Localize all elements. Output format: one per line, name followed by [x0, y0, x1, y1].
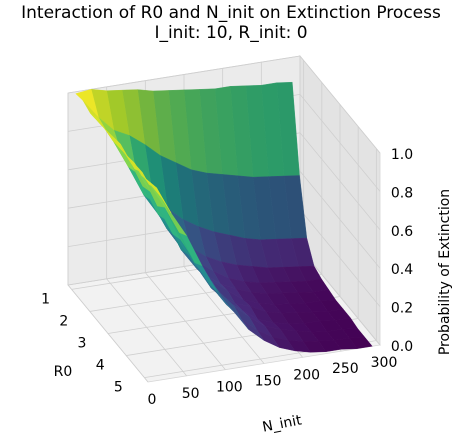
y-tick-label: 3	[78, 336, 87, 352]
surface-patch	[148, 181, 172, 214]
y-tick-label: 5	[114, 380, 123, 396]
z-tick-label: 1.0	[391, 147, 413, 163]
z-grid-line	[67, 55, 381, 154]
z-tick-label: 0.8	[391, 185, 413, 201]
z-tick-label: 0.2	[391, 301, 413, 317]
x-tick-label: 50	[182, 386, 200, 402]
chart-title: Interaction of R0 and N_init on Extincti…	[21, 3, 441, 23]
x-axis-label: N_init	[261, 412, 303, 435]
chart-subtitle: I_init: 10, R_init: 0	[154, 23, 307, 43]
surface-plot	[75, 81, 373, 353]
x-tick-label: 300	[371, 355, 398, 371]
z-tick-label: 0.4	[391, 262, 413, 278]
x-tick-label: 150	[255, 374, 282, 390]
y-tick-label: 2	[59, 313, 68, 329]
x-tick-label: 0	[148, 392, 157, 408]
x-tick-label: 250	[332, 361, 359, 377]
z-axis-label: Probability of Extinction	[437, 189, 453, 355]
z-tick-label: 0.6	[391, 224, 413, 240]
y-tick-label: 4	[96, 358, 105, 374]
y-tick-label: 1	[41, 291, 50, 307]
x-tick-label: 100	[216, 380, 243, 396]
x-tick-label: 200	[293, 367, 320, 383]
z-tick-label: 0.0	[391, 339, 413, 355]
y-axis-label: R0	[54, 364, 73, 380]
